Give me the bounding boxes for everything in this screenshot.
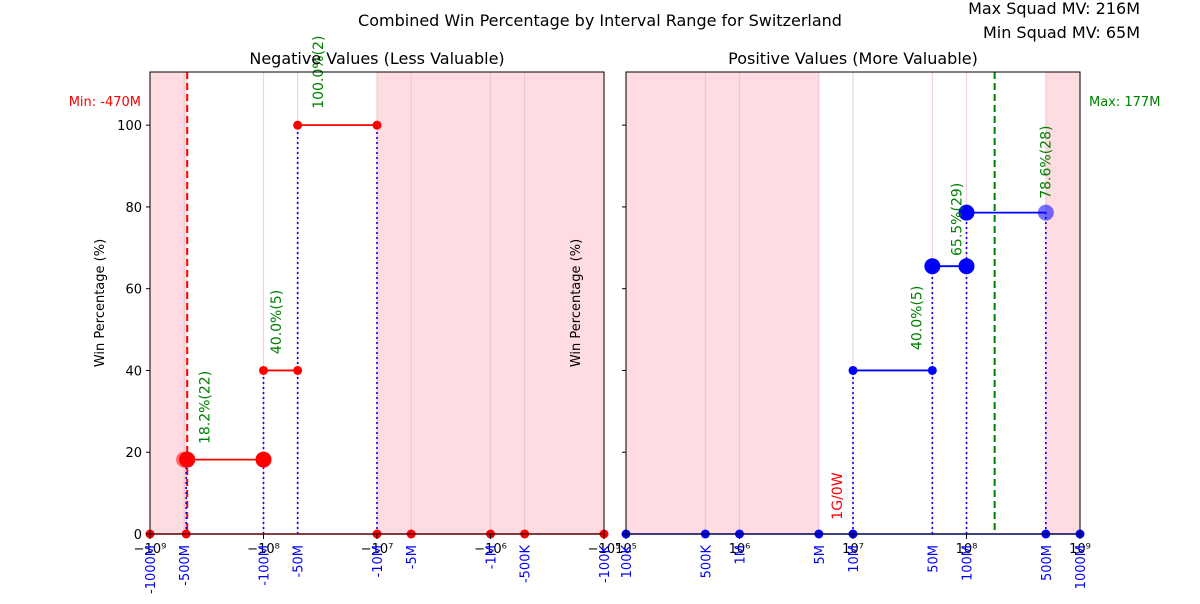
data-point-12 xyxy=(293,120,303,130)
positive-values-panel: Max: 177M 1G/0W 40.0%(5) 65.5%(29) 78.6%(28)… xyxy=(569,49,1160,589)
data-point-9 xyxy=(255,451,272,468)
annotation-label-0: 1G/0W xyxy=(830,472,846,519)
min-squad-mv-label: Min Squad MV: 65M xyxy=(983,23,1140,42)
interval-label-1: 500K xyxy=(699,545,714,579)
max-squad-mv-label: Max Squad MV: 216M xyxy=(968,0,1140,18)
y-axis-label: Win Percentage (%) xyxy=(569,239,584,367)
figure-title: Combined Win Percentage by Interval Rang… xyxy=(358,11,842,30)
panel-title: Positive Values (More Valuable) xyxy=(728,49,978,68)
interval-label-4: -10M xyxy=(371,545,386,577)
x-tick-label-3: −10⁶ xyxy=(474,542,507,557)
data-point-13 xyxy=(372,120,382,130)
data-point-11 xyxy=(293,365,303,375)
y-tick-label-2: 40 xyxy=(125,364,142,379)
x-tick-label-4: −10⁵ xyxy=(588,542,621,557)
shaded-range-1 xyxy=(1045,72,1080,534)
x-tick-label-1: −10⁸ xyxy=(247,542,280,557)
data-point-10 xyxy=(958,258,975,275)
interval-label-0: 100K xyxy=(620,545,635,579)
x-tick-label-2: −10⁷ xyxy=(361,542,394,557)
data-point-11 xyxy=(958,204,975,221)
y-tick-label-4: 80 xyxy=(125,201,142,216)
interval-label-3: -50M xyxy=(292,545,307,577)
x-tick-label-3: 10⁸ xyxy=(956,542,978,557)
annotation-label-2: 65.5%(29) xyxy=(949,183,965,256)
y-tick-label-0: 0 xyxy=(134,528,142,543)
interval-label-1: -500M xyxy=(178,545,193,586)
shaded-range-0 xyxy=(626,72,819,534)
interval-label-6: 100M xyxy=(961,545,976,581)
annotation-label-0: 18.2%(22) xyxy=(197,371,213,444)
reference-line-label: Max: 177M xyxy=(1089,95,1160,110)
annotation-label-1: 40.0%(5) xyxy=(269,290,285,354)
annotation-label-3: 78.6%(28) xyxy=(1039,126,1055,199)
interval-label-4: 10M xyxy=(847,545,862,573)
interval-label-5: 50M xyxy=(926,545,941,573)
x-tick-label-1: 10⁶ xyxy=(729,542,751,557)
interval-label-2: -100M xyxy=(258,545,273,586)
interval-label-3: 5M xyxy=(813,545,828,565)
x-tick-label-0: −10⁹ xyxy=(134,542,167,557)
reference-line-label: Min: -470M xyxy=(69,95,141,110)
y-tick-label-5: 100 xyxy=(117,119,142,134)
panel-title: Negative Values (Less Valuable) xyxy=(249,49,504,68)
data-point-7 xyxy=(848,365,858,375)
y-axis-label: Win Percentage (%) xyxy=(93,239,108,367)
y-tick-label-1: 20 xyxy=(125,446,142,461)
data-point-12 xyxy=(1037,204,1054,221)
interval-label-8: -100K xyxy=(598,545,613,584)
x-tick-label-2: 10⁷ xyxy=(842,542,864,557)
x-tick-label-4: 10⁹ xyxy=(1069,542,1091,557)
interval-label-6: -1M xyxy=(485,545,500,569)
data-point-8 xyxy=(927,365,937,375)
data-point-9 xyxy=(924,258,941,275)
annotation-label-1: 40.0%(5) xyxy=(909,286,925,350)
negative-values-panel: Min: -470M18.2%(22)40.0%(5)100.0%(2)Nega… xyxy=(69,36,621,594)
interval-label-5: -5M xyxy=(405,545,420,569)
interval-label-0: -1000M xyxy=(144,545,159,594)
interval-label-2: 1M xyxy=(734,545,749,565)
y-tick-label-3: 60 xyxy=(125,283,142,298)
interval-label-8: 1000M xyxy=(1074,545,1089,589)
interval-label-7: -500K xyxy=(519,545,534,584)
x-tick-label-0: 10⁵ xyxy=(615,542,637,557)
data-point-8 xyxy=(179,451,196,468)
interval-label-7: 500M xyxy=(1040,545,1055,581)
data-point-10 xyxy=(259,365,268,375)
